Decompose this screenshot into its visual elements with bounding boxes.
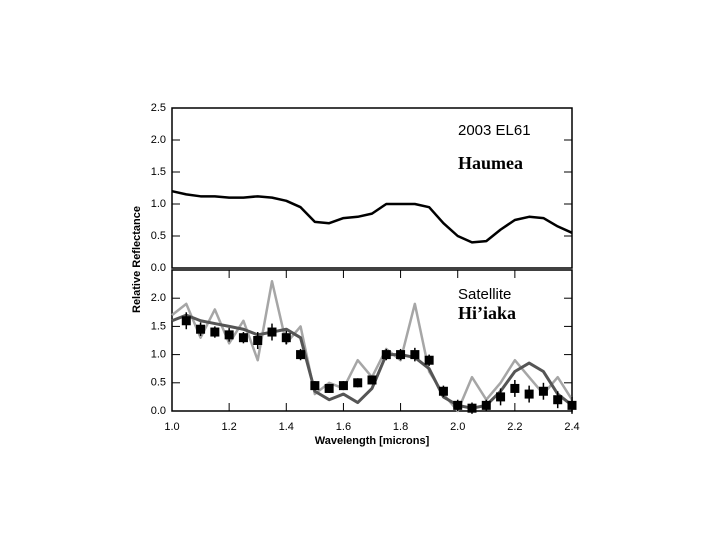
data-point [324, 383, 334, 393]
x-tick-label: 1.6 [336, 421, 351, 433]
data-point [510, 383, 520, 393]
y-tick-label: 0.0 [151, 405, 166, 417]
annotation: Haumea [458, 153, 523, 173]
x-tick-label: 1.8 [393, 421, 408, 433]
y-axis-title: Relative Reflectance [131, 206, 143, 313]
data-point [496, 392, 506, 402]
spectrum-line [171, 313, 573, 410]
y-tick-label: 1.5 [151, 320, 166, 332]
annotation: Satellite [458, 286, 511, 303]
data-point [567, 400, 577, 410]
data-point [181, 316, 191, 326]
y-tick-label: 1.5 [151, 166, 166, 178]
data-point [538, 386, 548, 396]
x-tick-label: 2.4 [564, 421, 579, 433]
plot-frame [171, 269, 573, 412]
data-point [453, 400, 463, 410]
y-tick-label: 0.5 [151, 377, 166, 389]
y-tick-label: 0.0 [151, 262, 166, 274]
y-tick-label: 2.0 [151, 292, 166, 304]
x-tick-label: 1.2 [221, 421, 236, 433]
data-point [267, 327, 277, 337]
data-point [553, 395, 563, 405]
y-tick-label: 1.0 [151, 349, 166, 361]
plot-frame [171, 107, 573, 269]
data-point [296, 350, 306, 360]
y-tick-label: 0.5 [151, 230, 166, 242]
data-point [467, 403, 477, 413]
data-point [210, 327, 220, 337]
annotation: 2003 EL61 [458, 122, 531, 139]
data-point [524, 389, 534, 399]
data-point [367, 375, 377, 385]
data-point [238, 333, 248, 343]
data-point [381, 350, 391, 360]
data-point [310, 381, 320, 391]
data-point [396, 350, 406, 360]
data-point [410, 350, 420, 360]
x-tick-label: 1.0 [164, 421, 179, 433]
x-tick-label: 1.4 [279, 421, 294, 433]
y-tick-label: 2.5 [151, 102, 166, 114]
data-point [438, 386, 448, 396]
data-point [281, 333, 291, 343]
y-tick-label: 2.0 [151, 134, 166, 146]
y-tick-label: 1.0 [151, 198, 166, 210]
data-point [353, 378, 363, 388]
annotation: Hi’iaka [458, 303, 516, 323]
data-point [253, 336, 263, 345]
data-point [338, 381, 348, 391]
data-point [224, 330, 234, 340]
spectrum-line [171, 189, 573, 244]
data-point [481, 400, 491, 410]
data-point [424, 355, 434, 365]
data-point [196, 324, 206, 334]
x-axis-title: Wavelength [microns] [315, 435, 430, 447]
x-tick-label: 2.0 [450, 421, 465, 433]
x-tick-label: 2.2 [507, 421, 522, 433]
